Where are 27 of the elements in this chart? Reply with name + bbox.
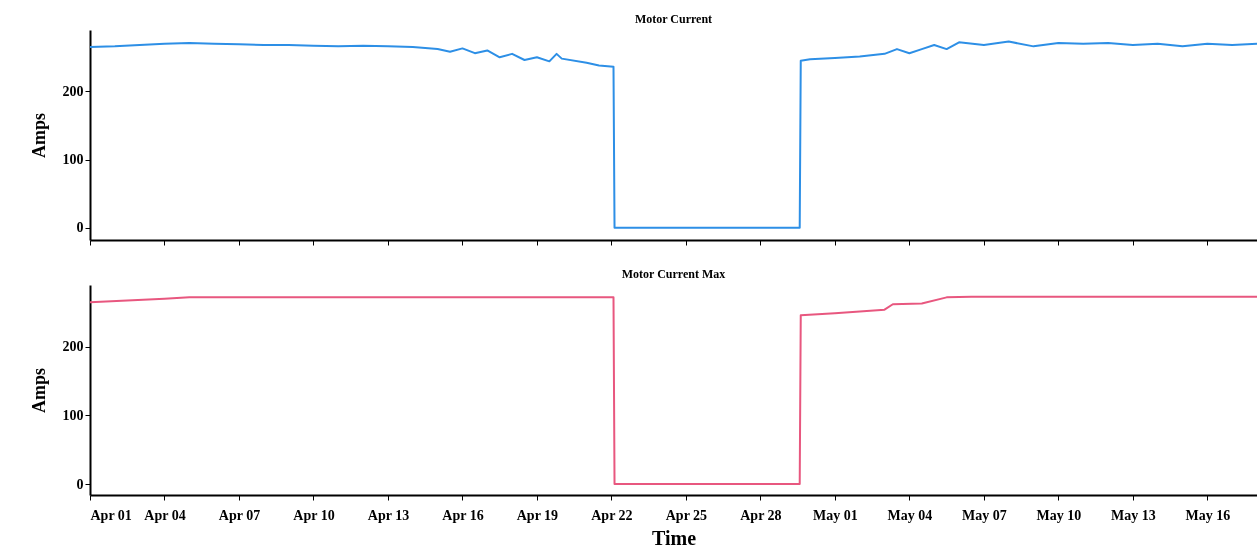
x-tick-label: May 13 — [1110, 507, 1156, 523]
x-tick-label: Apr 28 — [740, 507, 782, 523]
x-tick-label: Apr 01 — [90, 507, 132, 523]
y-tick-label: 200 — [62, 83, 84, 99]
x-tick-label: Apr 16 — [442, 507, 484, 523]
x-axis-title: Time — [651, 526, 697, 549]
x-tick-label: May 10 — [1036, 507, 1082, 523]
y-tick-label: 0 — [76, 476, 84, 492]
y-tick-label: 0 — [76, 220, 84, 236]
x-tick-label: Apr 13 — [367, 507, 410, 523]
y-tick-label: 100 — [62, 407, 84, 423]
x-tick-label: May 04 — [887, 507, 933, 523]
x-tick-label: Apr 04 — [144, 507, 186, 523]
x-tick-label: Apr 22 — [591, 507, 633, 523]
x-tick-label: Apr 07 — [218, 507, 261, 523]
x-tick-label: May 16 — [1185, 507, 1231, 523]
x-tick-label: Apr 25 — [665, 507, 708, 523]
x-tick-label: Apr 19 — [516, 507, 559, 523]
y-axis-title: Amps — [28, 367, 49, 414]
y-tick-label: 200 — [62, 339, 84, 355]
x-tick-label: Apr 10 — [293, 507, 335, 523]
x-tick-label: May 07 — [962, 507, 1007, 523]
y-tick-label: 100 — [62, 152, 84, 168]
chart-title: Motor Current — [634, 12, 713, 26]
chart-title: Motor Current Max — [621, 267, 726, 281]
y-axis-title: Amps — [28, 112, 49, 159]
x-tick-label: May 01 — [813, 507, 858, 523]
